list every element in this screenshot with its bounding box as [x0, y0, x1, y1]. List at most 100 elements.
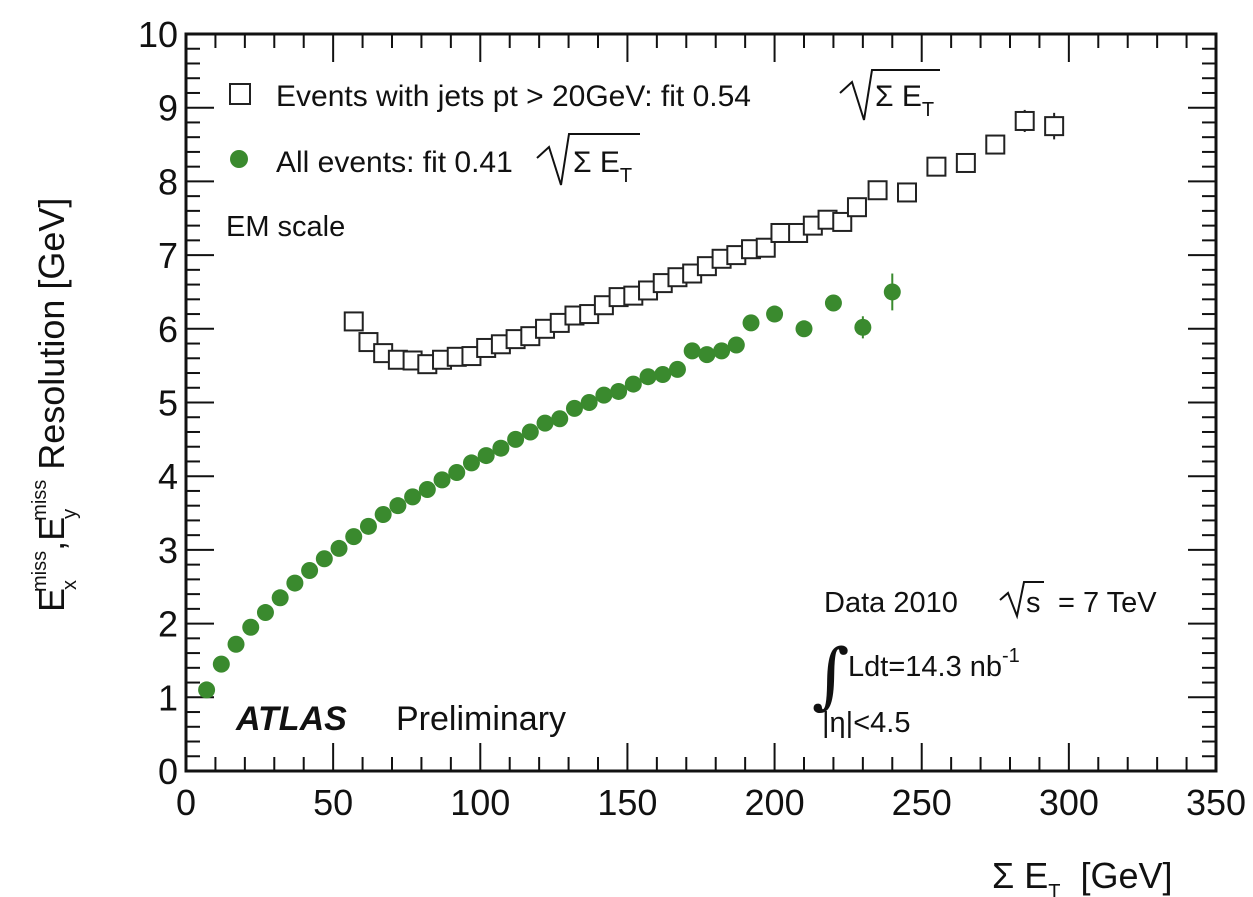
- y-tick-label: 7: [158, 235, 178, 276]
- y-tick-label: 0: [158, 751, 178, 792]
- data-point-all: [551, 410, 569, 428]
- x-tick-label: 300: [1039, 782, 1099, 823]
- data-point-all: [854, 318, 872, 336]
- x-tick-label: 200: [745, 782, 805, 823]
- data-point-all: [374, 506, 392, 524]
- data-point-all: [477, 447, 495, 465]
- legend-sqrt-sign-jets: [839, 69, 940, 121]
- data-point-all: [610, 382, 628, 400]
- y-tick-label: 9: [158, 88, 178, 129]
- x-tick-label: 350: [1186, 782, 1246, 823]
- data-point-jets: [755, 237, 776, 258]
- data-point-jets: [343, 311, 364, 332]
- legend-sqrt-arg-jets: Σ ET: [875, 80, 934, 121]
- x-axis-title: Σ ET [GeV]: [992, 855, 1173, 897]
- x-tick-label: 250: [892, 782, 952, 823]
- data-point-all: [521, 423, 539, 441]
- legend-sqrt-sign-all: [536, 133, 640, 186]
- energy-label: = 7 TeV: [1058, 587, 1157, 619]
- integral-sign: ∫: [812, 633, 850, 717]
- data-year-label: Data 2010: [824, 587, 958, 619]
- data-point-all: [824, 294, 842, 312]
- em-scale-label: EM scale: [226, 211, 345, 243]
- data-point-all: [536, 414, 554, 432]
- legend: Events with jets pt > 20GeV: fit 0.54 Σ …: [229, 69, 940, 187]
- data-point-jets: [358, 332, 379, 353]
- data-point-jets: [832, 211, 853, 232]
- data-point-all: [315, 550, 333, 568]
- data-point-all: [565, 399, 583, 417]
- plot-frame: [184, 32, 1218, 773]
- legend-marker-jets: [229, 83, 251, 105]
- data-point-all: [227, 635, 245, 653]
- sqrt-s-sign: [999, 581, 1044, 620]
- y-tick-label: 10: [138, 14, 178, 55]
- data-point-all: [301, 562, 319, 580]
- data-point-all: [639, 368, 657, 386]
- data-point-jets: [985, 134, 1006, 155]
- legend-sqrt-arg-all: Σ ET: [573, 146, 632, 187]
- data-point-all: [212, 655, 230, 673]
- data-point-all: [698, 346, 716, 364]
- y-tick-label: 4: [158, 456, 178, 497]
- data-point-all: [713, 342, 731, 360]
- data-point-all: [742, 314, 760, 332]
- y-axis-title: Exmiss,EymissResolution [GeV]: [29, 198, 81, 612]
- data-point-jets: [846, 197, 867, 218]
- data-point-all: [404, 488, 422, 506]
- data-point-all: [883, 283, 901, 301]
- series-all-markers: [198, 273, 901, 699]
- data-point-jets: [897, 182, 917, 203]
- data-point-jets: [1044, 116, 1065, 137]
- legend-label-jets: Events with jets pt > 20GeV: fit 0.54: [276, 80, 751, 113]
- data-point-all: [580, 394, 598, 411]
- y-tick-label: 8: [158, 161, 178, 202]
- x-tick-labels: 0 50 100 150 200 250 300 350: [176, 782, 1246, 823]
- atlas-label: ATLAS: [235, 700, 347, 738]
- data-point-all: [766, 305, 784, 323]
- data-point-jets: [1014, 110, 1035, 131]
- data-point-all: [433, 471, 451, 489]
- data-point-all: [345, 528, 363, 546]
- data-point-all: [242, 618, 260, 636]
- data-point-all: [507, 430, 525, 448]
- y-tick-label: 1: [158, 677, 178, 718]
- data-point-all: [795, 320, 813, 338]
- y-tick-label: 6: [158, 309, 178, 350]
- y-tick-label: 2: [158, 604, 178, 645]
- data-point-all: [418, 480, 436, 498]
- x-tick-label: 0: [176, 782, 196, 823]
- data-point-all: [271, 589, 289, 607]
- data-point-jets: [926, 156, 947, 177]
- data-point-all: [448, 464, 466, 482]
- data-point-all: [624, 375, 642, 393]
- eta-range-label: |η|<4.5: [822, 707, 910, 739]
- data-point-all: [462, 454, 480, 472]
- preliminary-label: Preliminary: [396, 700, 566, 738]
- series-jets-markers: [343, 109, 1065, 375]
- data-point-jets: [867, 180, 888, 201]
- luminosity-label: Ldt=14.3 nb-1: [848, 645, 1020, 683]
- data-point-all: [668, 360, 686, 378]
- legend-label-all: All events: fit 0.41: [276, 146, 513, 179]
- data-point-all: [286, 574, 304, 592]
- data-point-jets: [955, 152, 976, 173]
- y-tick-labels: 0 1 2 3 4 5 6 7 8 9 10: [138, 14, 178, 792]
- data-point-all: [256, 604, 274, 622]
- data-point-all: [492, 439, 510, 457]
- data-point-jets: [770, 222, 791, 243]
- x-tick-label: 150: [597, 782, 657, 823]
- data-point-all: [359, 517, 377, 535]
- y-tick-label: 3: [158, 530, 178, 571]
- data-point-all: [654, 365, 672, 383]
- y-tick-label: 5: [158, 383, 178, 424]
- axis-ticks: [185, 33, 1217, 772]
- data-point-all: [330, 539, 348, 557]
- data-point-all: [595, 386, 613, 404]
- sqrt-s-label: s: [1026, 587, 1041, 619]
- x-tick-label: 100: [450, 782, 510, 823]
- data-point-all: [727, 336, 745, 354]
- legend-marker-all: [230, 150, 248, 168]
- data-point-all: [683, 342, 701, 360]
